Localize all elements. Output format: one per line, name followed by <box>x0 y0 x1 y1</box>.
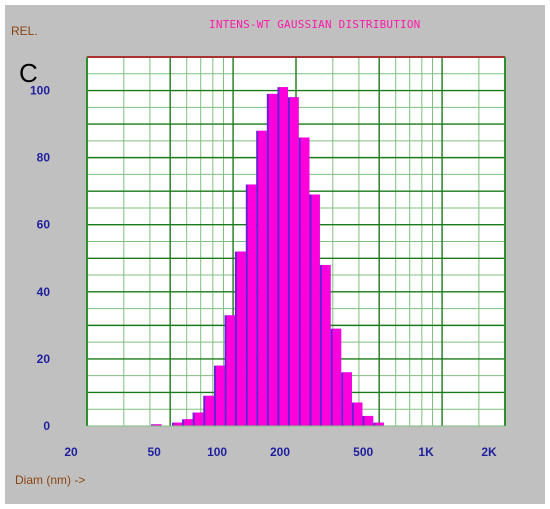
histogram-bar <box>256 130 267 427</box>
bar-face <box>364 415 374 426</box>
histogram-bar <box>266 93 278 427</box>
histogram-bar <box>287 97 299 426</box>
bar-face <box>236 251 246 426</box>
bar-face <box>258 130 267 427</box>
bar-face <box>226 315 235 426</box>
bar-face <box>375 422 384 426</box>
bar-face <box>321 264 331 426</box>
histogram-bar <box>151 424 162 426</box>
histogram-bar <box>351 402 363 426</box>
x-tick-labels: 20 50 100 200 500 1K 2K <box>64 445 497 459</box>
bar-face <box>353 402 363 426</box>
histogram-bar <box>309 194 320 426</box>
bar-face <box>311 194 320 426</box>
bar-face <box>205 395 214 426</box>
bar-face <box>332 328 342 426</box>
x-tick-label: 100 <box>207 445 227 459</box>
x-tick-label: 500 <box>353 445 373 459</box>
histogram-bar <box>373 422 384 426</box>
bar-face <box>194 412 204 426</box>
x-tick-label: 1K <box>418 445 434 459</box>
bar-face <box>153 424 162 426</box>
histogram-bar <box>213 365 225 426</box>
histogram-bar <box>171 422 183 426</box>
histogram-bar <box>341 372 352 426</box>
y-tick-label: 40 <box>37 285 51 299</box>
bar-face <box>215 365 225 426</box>
bar-face <box>173 422 183 426</box>
histogram-bar <box>192 412 204 426</box>
bar-face <box>268 93 278 427</box>
y-tick-label: 60 <box>37 218 51 232</box>
bar-face <box>289 97 299 426</box>
bar-face <box>184 419 193 426</box>
histogram-bars <box>151 87 384 427</box>
x-tick-label: 50 <box>147 445 161 459</box>
y-tick-label: 100 <box>30 84 50 98</box>
y-tick-label: 0 <box>43 419 50 433</box>
x-axis-label: Diam (nm) -> <box>15 473 86 487</box>
bar-face <box>300 137 310 426</box>
histogram-bar <box>245 184 257 426</box>
chart-title: INTENS-WT GAUSSIAN DISTRIBUTION <box>209 18 421 31</box>
x-tick-label: 2K <box>481 445 497 459</box>
histogram-bar <box>298 137 310 426</box>
y-axis-label: REL. <box>11 24 38 38</box>
histogram-bar <box>224 315 235 426</box>
histogram-bar <box>182 419 193 426</box>
bar-face <box>279 87 288 426</box>
x-tick-label: 20 <box>64 445 78 459</box>
histogram-bar <box>277 87 288 426</box>
y-tick-label: 80 <box>37 151 51 165</box>
x-tick-label: 200 <box>270 445 290 459</box>
panel-label: C <box>19 58 38 88</box>
bar-face <box>343 372 352 426</box>
y-tick-labels: 0 20 40 60 80 100 <box>30 84 50 433</box>
bar-face <box>247 184 257 426</box>
histogram-bar <box>330 328 342 426</box>
y-tick-label: 20 <box>37 352 51 366</box>
histogram-bar <box>362 415 374 426</box>
histogram-bar <box>203 395 214 426</box>
histogram-bar <box>234 251 246 426</box>
histogram-bar <box>319 264 331 426</box>
